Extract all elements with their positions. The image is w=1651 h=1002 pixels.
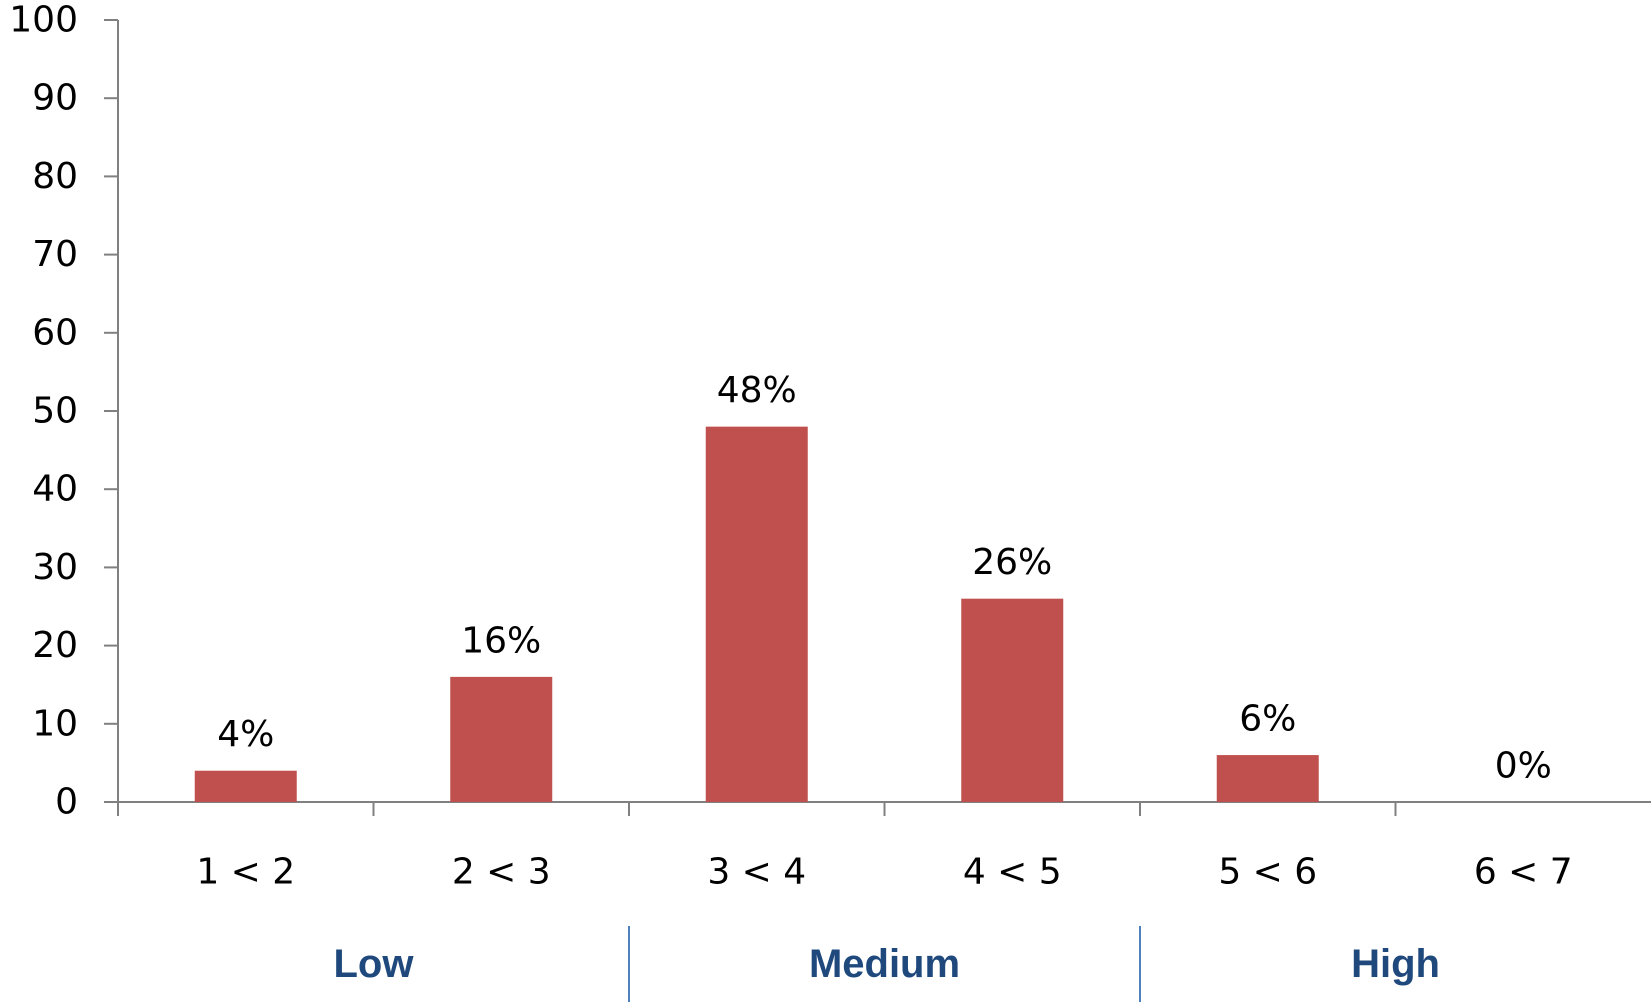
bars bbox=[194, 426, 1319, 802]
bar bbox=[450, 676, 553, 802]
y-tick-label: 30 bbox=[32, 547, 78, 588]
data-labels: 4% 16% 48% 26% 6% 0% bbox=[217, 370, 1552, 786]
bar bbox=[1216, 755, 1319, 802]
data-label: 48% bbox=[717, 370, 797, 411]
x-tick-label: 3 < 4 bbox=[707, 852, 806, 893]
x-tick-label: 4 < 5 bbox=[963, 852, 1062, 893]
group-label: Low bbox=[334, 942, 415, 986]
data-label: 6% bbox=[1239, 699, 1296, 740]
x-tick-label: 5 < 6 bbox=[1218, 852, 1317, 893]
y-tick-label: 70 bbox=[32, 234, 78, 275]
x-tick-label: 6 < 7 bbox=[1474, 852, 1573, 893]
data-label: 26% bbox=[972, 542, 1052, 583]
group-label: Medium bbox=[809, 942, 960, 986]
x-tick-label: 1 < 2 bbox=[196, 852, 295, 893]
group-label: High bbox=[1351, 942, 1440, 986]
y-tick-label: 20 bbox=[32, 625, 78, 666]
y-tick-label: 60 bbox=[32, 312, 78, 353]
bar bbox=[194, 770, 297, 802]
y-tick-label: 100 bbox=[9, 0, 78, 41]
x-axis: 1 < 2 2 < 3 3 < 4 4 < 5 5 < 6 6 < 7 bbox=[117, 801, 1651, 893]
x-tick-label: 2 < 3 bbox=[452, 852, 551, 893]
group-labels: Low Medium High bbox=[334, 926, 1440, 1002]
y-tick-label: 10 bbox=[32, 703, 78, 744]
y-tick-label: 40 bbox=[32, 469, 78, 510]
bar bbox=[961, 598, 1064, 802]
y-tick-label: 0 bbox=[55, 782, 78, 823]
data-label: 0% bbox=[1495, 746, 1552, 787]
y-tick-label: 50 bbox=[32, 391, 78, 432]
y-tick-label: 80 bbox=[32, 156, 78, 197]
data-label: 4% bbox=[217, 714, 274, 755]
y-axis: 0 10 20 30 40 50 60 70 80 90 100 bbox=[9, 0, 119, 823]
bar bbox=[705, 426, 808, 802]
data-label: 16% bbox=[461, 620, 541, 661]
y-tick-label: 90 bbox=[32, 78, 78, 119]
